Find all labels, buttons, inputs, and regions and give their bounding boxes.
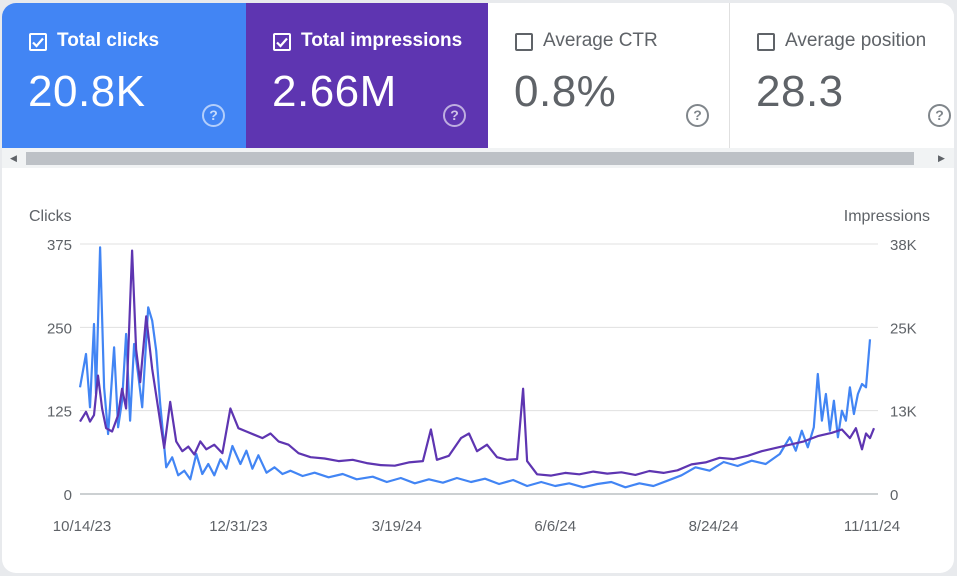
check-icon xyxy=(32,37,44,48)
chart-canvas: 375 38K 250 25K 125 13K 0 0 10/14/23 12/31/23 3/19… xyxy=(47,237,917,535)
right-tick-label: 38K xyxy=(890,237,917,254)
average-ctr-label: Average CTR xyxy=(543,30,658,51)
average-ctr-checkbox[interactable] xyxy=(515,33,533,51)
scroll-left-arrow-icon[interactable]: ◀ xyxy=(10,153,17,163)
scrollbar-thumb[interactable] xyxy=(26,152,914,165)
average-ctr-value: 0.8% xyxy=(514,67,617,116)
average-position-value: 28.3 xyxy=(756,67,844,116)
performance-panel: Total clicks 20.8K ? Total impressions 2… xyxy=(2,3,954,573)
left-tick-label: 250 xyxy=(47,320,72,337)
left-tick-label: 0 xyxy=(64,487,72,504)
total-clicks-value: 20.8K xyxy=(28,67,146,116)
series-line-impressions xyxy=(79,249,876,477)
performance-chart: Clicks Impressions 375 38K 250 25K 125 13K 0 0 1… xyxy=(2,168,954,573)
scroll-right-arrow-icon[interactable]: ▶ xyxy=(938,153,945,163)
x-tick-label: 10/14/23 xyxy=(53,518,111,535)
total-clicks-checkbox[interactable] xyxy=(29,33,47,51)
metric-card-total-impressions[interactable]: Total impressions 2.66M ? xyxy=(246,3,488,148)
x-tick-label: 6/6/24 xyxy=(534,518,576,535)
left-tick-label: 125 xyxy=(47,404,72,421)
metric-card-average-ctr[interactable]: Average CTR 0.8% ? xyxy=(488,3,730,148)
average-position-label: Average position xyxy=(785,30,927,51)
x-tick-label: 11/11/24 xyxy=(844,518,900,535)
x-tick-label: 8/24/24 xyxy=(689,518,739,535)
total-impressions-label: Total impressions xyxy=(301,30,463,51)
total-impressions-value: 2.66M xyxy=(272,67,397,116)
right-axis-title: Impressions xyxy=(843,208,930,225)
series-line-clicks xyxy=(78,246,872,489)
metric-cards: Total clicks 20.8K ? Total impressions 2… xyxy=(2,3,954,148)
right-tick-label: 0 xyxy=(890,487,898,504)
help-icon[interactable]: ? xyxy=(202,104,225,127)
total-clicks-label: Total clicks xyxy=(57,30,160,51)
right-tick-label: 25K xyxy=(890,320,917,337)
help-icon[interactable]: ? xyxy=(443,104,466,127)
x-tick-label: 3/19/24 xyxy=(372,518,422,535)
help-icon[interactable]: ? xyxy=(928,104,951,127)
x-tick-label: 12/31/23 xyxy=(209,518,267,535)
metric-card-total-clicks[interactable]: Total clicks 20.8K ? xyxy=(2,3,246,148)
left-axis-title: Clicks xyxy=(29,208,72,225)
total-impressions-checkbox[interactable] xyxy=(273,33,291,51)
average-position-checkbox[interactable] xyxy=(757,33,775,51)
metric-card-average-position[interactable]: Average position 28.3 ? xyxy=(730,3,954,148)
left-tick-label: 375 xyxy=(47,237,72,254)
check-icon xyxy=(276,37,288,48)
right-tick-label: 13K xyxy=(890,404,917,421)
horizontal-scrollbar[interactable]: ◀ ▶ xyxy=(2,148,954,168)
help-icon[interactable]: ? xyxy=(686,104,709,127)
